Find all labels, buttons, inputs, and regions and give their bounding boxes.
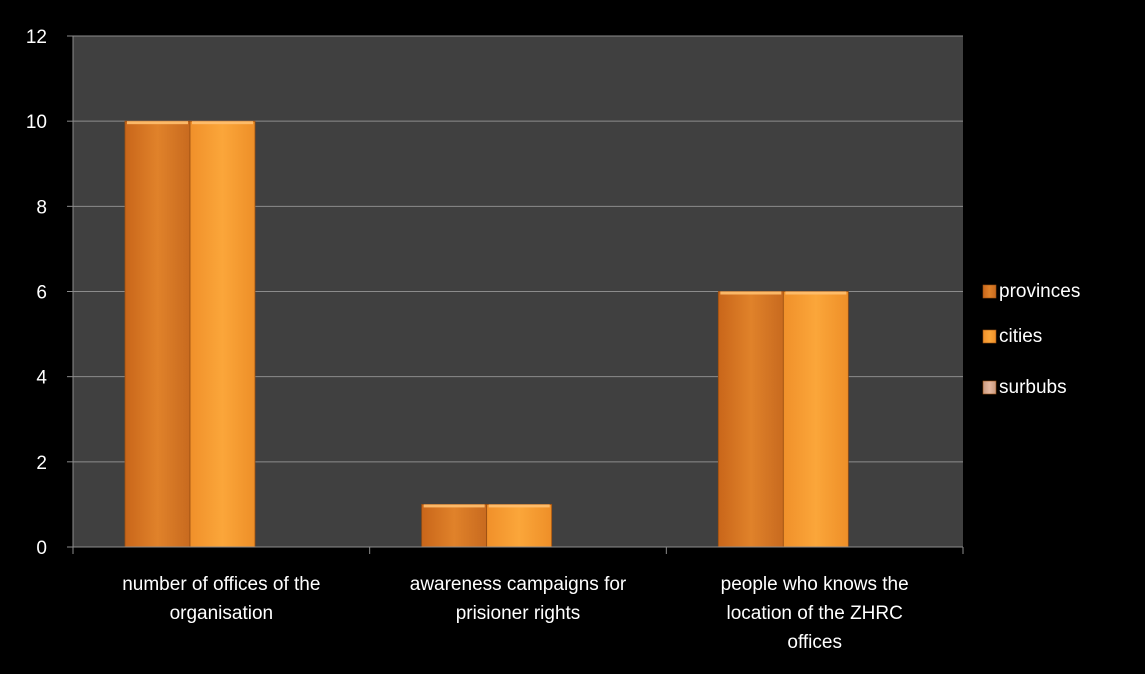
legend-item-surbubs: surbubs <box>982 377 1067 398</box>
legend-label: surbubs <box>999 377 1067 398</box>
legend-swatch <box>982 329 997 344</box>
bar-top-highlight <box>785 291 847 295</box>
bar-top-highlight <box>720 291 782 295</box>
bar-cities <box>189 120 256 548</box>
bar-top-highlight <box>127 121 188 125</box>
bar-provinces <box>717 291 784 548</box>
bars <box>124 120 849 548</box>
bar-body <box>189 120 256 548</box>
axes: 0 2 4 6 8 10 12 number of offices of the organis… <box>26 27 964 653</box>
y-tick-label: 12 <box>26 27 47 48</box>
legend-swatch <box>982 284 997 299</box>
bar-top-highlight <box>192 121 253 125</box>
bar-body <box>124 120 191 548</box>
legend-item-cities: cities <box>982 326 1042 347</box>
bar-top-highlight <box>423 504 485 508</box>
x-category-label: people who knows the location of the ZHRC… <box>721 574 909 653</box>
bar-body <box>782 291 849 548</box>
legend-swatch <box>982 380 997 395</box>
bar-cities <box>486 504 553 548</box>
legend: provinces cities surbubs <box>982 281 1080 398</box>
y-tick-label: 4 <box>36 368 47 389</box>
bar-top-highlight <box>488 504 550 508</box>
legend-label: provinces <box>999 281 1080 302</box>
x-category-label: number of offices of the organisation <box>122 574 320 624</box>
y-tick-label: 10 <box>26 112 47 133</box>
bar-cities <box>782 291 849 548</box>
y-tick-label: 8 <box>36 197 47 218</box>
bar-body <box>421 504 488 548</box>
x-category-label: awareness campaigns for prisioner rights <box>410 574 627 624</box>
bar-body <box>717 291 784 548</box>
bar-provinces <box>421 504 488 548</box>
y-tick-label: 6 <box>36 283 47 304</box>
legend-label: cities <box>999 326 1042 347</box>
bar-body <box>486 504 553 548</box>
legend-item-provinces: provinces <box>982 281 1080 302</box>
bar-provinces <box>124 120 191 548</box>
y-tick-label: 2 <box>36 453 47 474</box>
y-tick-label: 0 <box>36 538 47 559</box>
